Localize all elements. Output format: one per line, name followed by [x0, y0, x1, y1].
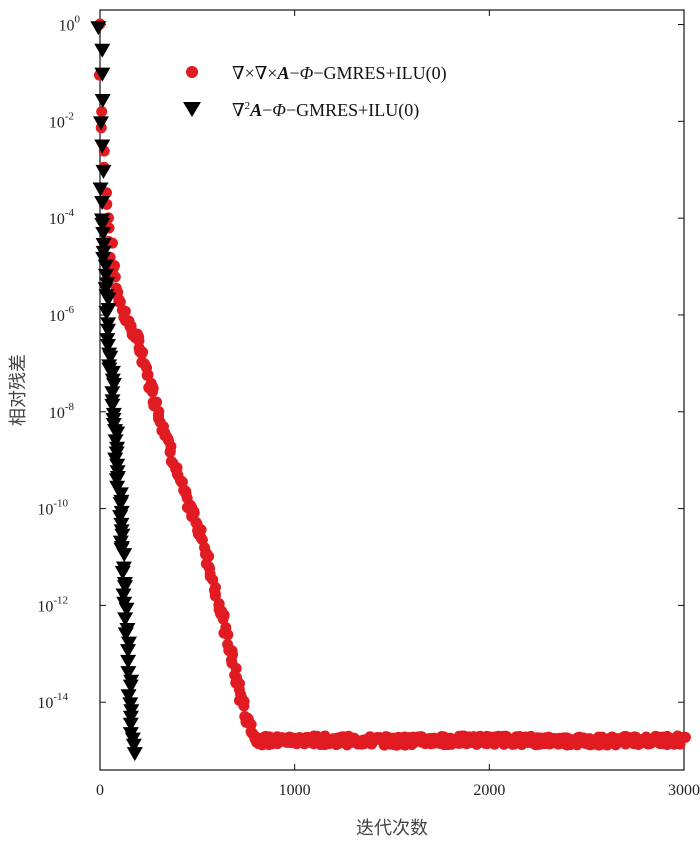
legend-label-curl: ∇×∇×A−Φ−GMRES+ILU(0)	[232, 63, 447, 84]
x-axis-title: 迭代次数	[356, 818, 428, 839]
data-point	[217, 613, 229, 625]
data-point	[94, 67, 111, 82]
data-point	[94, 43, 111, 58]
data-point	[222, 629, 234, 641]
data-point	[136, 348, 148, 360]
legend-marker-triangle	[183, 102, 201, 117]
data-point	[125, 738, 142, 753]
data-point	[94, 217, 111, 232]
data-point	[151, 396, 163, 408]
data-point	[188, 507, 200, 519]
series-laplacian-formulation	[90, 21, 143, 762]
data-point	[97, 259, 114, 274]
data-point	[107, 434, 124, 449]
data-point	[118, 602, 135, 617]
x-tick-label: 1000	[279, 782, 311, 799]
legend-marker-circle	[186, 66, 198, 78]
y-tick-label: 10-2	[49, 110, 74, 131]
y-tick-label: 100	[59, 14, 81, 35]
data-point	[100, 323, 117, 338]
data-point	[92, 116, 109, 131]
data-point	[105, 377, 122, 392]
legend: ∇×∇×A−Φ−GMRES+ILU(0) ∇2A−Φ−GMRES+ILU(0)	[183, 63, 447, 121]
data-point	[122, 717, 139, 732]
data-point	[104, 386, 121, 401]
y-tick-label: 10-4	[49, 207, 75, 228]
data-point	[120, 689, 137, 704]
data-point	[120, 666, 137, 681]
data-point	[126, 747, 143, 762]
data-point	[95, 251, 112, 266]
plot-frame	[99, 9, 685, 771]
data-point	[112, 487, 129, 502]
data-point	[209, 588, 221, 600]
x-tick-label: 0	[96, 782, 104, 799]
data-point	[122, 679, 139, 694]
data-point	[94, 195, 111, 210]
data-point	[117, 580, 134, 595]
data-point	[98, 306, 115, 321]
data-point	[90, 21, 107, 36]
data-point	[99, 338, 116, 353]
data-point	[114, 565, 131, 580]
data-point	[109, 426, 126, 441]
data-point	[97, 268, 114, 283]
y-axis-title: 相对残差	[8, 354, 29, 426]
data-point	[120, 654, 137, 669]
y-tick-label: 10-6	[49, 304, 75, 325]
data-point	[94, 139, 111, 154]
x-axis: 0 1000 2000 3000	[96, 10, 700, 799]
data-point	[104, 365, 121, 380]
data-point	[95, 237, 112, 252]
data-series	[90, 18, 691, 762]
data-point	[97, 282, 114, 297]
data-point	[112, 510, 129, 525]
y-tick-label: 10-8	[49, 401, 75, 422]
data-point	[104, 398, 121, 413]
data-point	[94, 94, 111, 109]
y-tick-label: 10-10	[37, 498, 68, 519]
x-tick-label: 2000	[473, 782, 505, 799]
data-point	[119, 644, 136, 659]
data-point	[102, 350, 119, 365]
data-point	[238, 700, 250, 712]
data-point	[164, 445, 176, 457]
data-point	[95, 164, 112, 179]
data-point	[95, 226, 112, 241]
series-curl-formulation	[93, 18, 691, 751]
data-point	[146, 386, 158, 398]
data-point	[679, 731, 691, 743]
data-point	[115, 588, 132, 603]
data-point	[121, 636, 138, 651]
y-tick-label: 10-12	[37, 594, 68, 615]
legend-label-laplacian: ∇2A−Φ−GMRES+ILU(0)	[232, 100, 419, 121]
data-point	[108, 473, 125, 488]
data-point	[116, 548, 133, 563]
data-point	[117, 627, 134, 642]
data-point	[92, 182, 109, 197]
data-point	[112, 497, 129, 512]
x-tick-label: 3000	[668, 782, 700, 799]
data-point	[117, 612, 134, 627]
data-point	[100, 292, 117, 307]
data-point	[96, 106, 108, 118]
y-tick-label: 10-14	[37, 691, 68, 712]
